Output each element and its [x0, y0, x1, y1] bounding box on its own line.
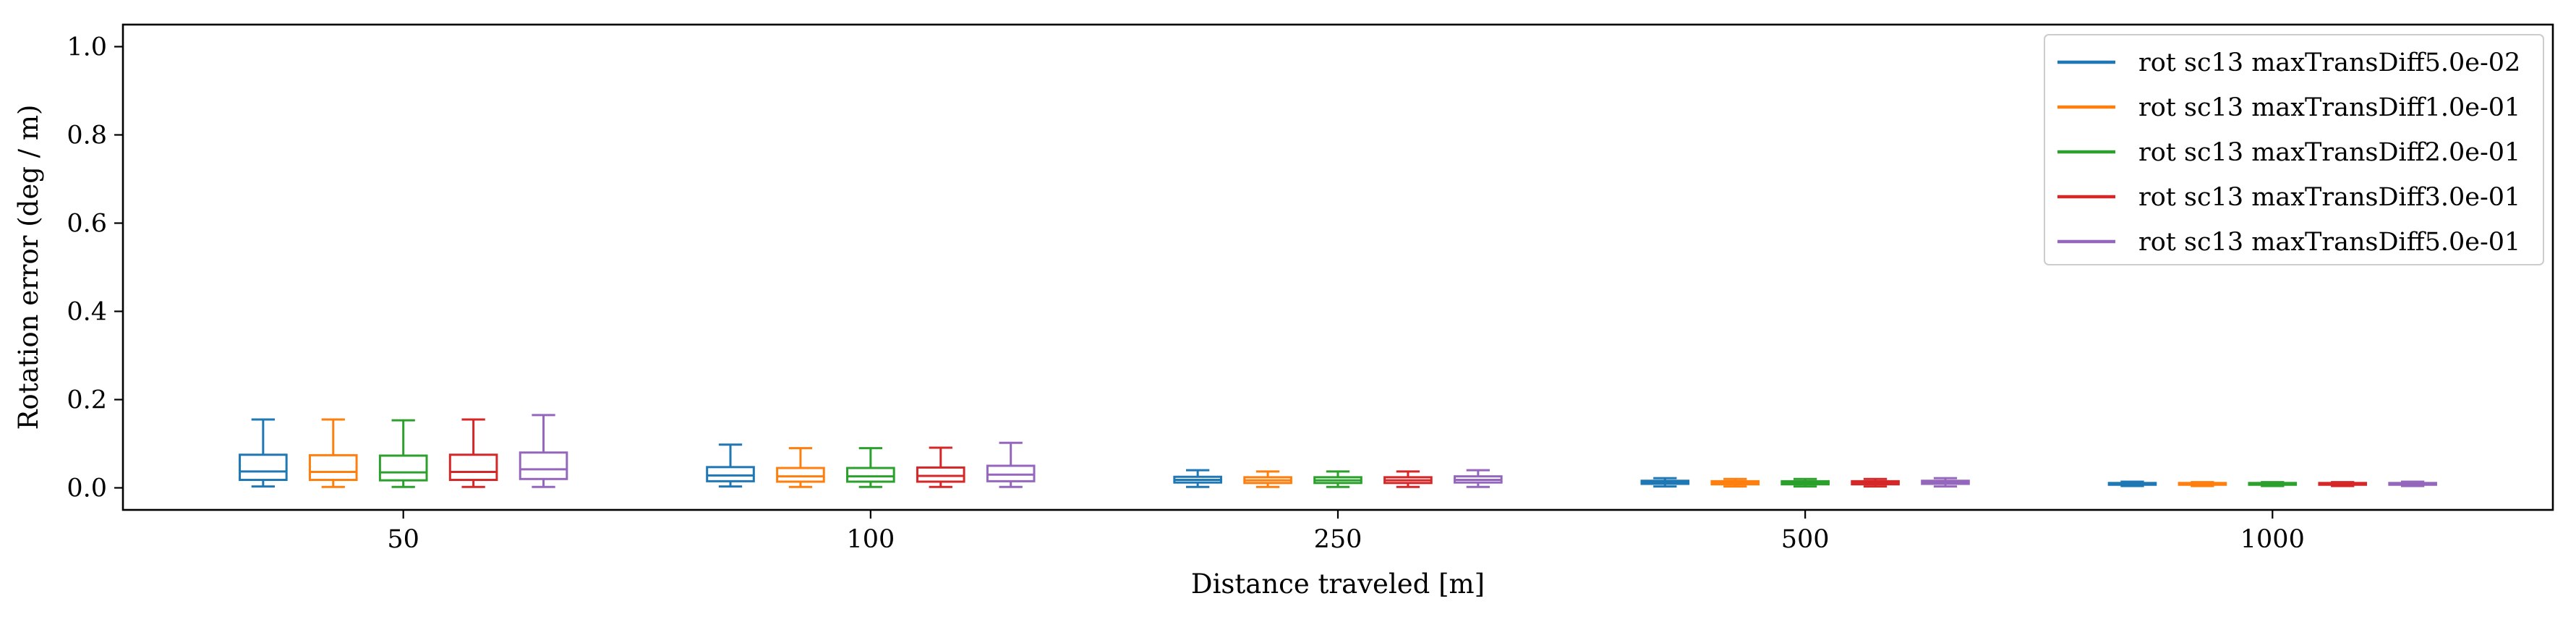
x-axis-label: Distance traveled [m]: [1191, 568, 1485, 600]
y-tick-label: 0.2: [67, 386, 107, 415]
y-tick-label: 0.0: [67, 474, 107, 503]
box-1-100: [706, 443, 755, 488]
x-tick-label: 100: [846, 525, 895, 554]
box-4-100: [916, 446, 965, 488]
box-4-1000: [2318, 481, 2368, 487]
box-2-50: [308, 418, 358, 488]
legend-label: rot sc13 maxTransDiff1.0e-01: [2138, 93, 2520, 122]
box-5-1000: [2388, 480, 2437, 487]
legend-item: rot sc13 maxTransDiff5.0e-01: [2057, 228, 2520, 257]
x-axis: 50 100 250 500 1000: [387, 510, 2305, 554]
box-1-500: [1640, 477, 1690, 488]
legend-item: rot sc13 maxTransDiff3.0e-01: [2057, 183, 2520, 212]
box-1-250: [1173, 469, 1222, 488]
y-axis: 0.0 0.2 0.4 0.6 0.8 1.0: [67, 33, 123, 503]
box-2-100: [776, 447, 825, 488]
box-3-250: [1313, 470, 1362, 488]
x-tick-label: 250: [1314, 525, 1362, 554]
box-body: [706, 466, 755, 482]
box-3-50: [378, 419, 428, 488]
box-body: [378, 454, 428, 482]
legend-item: rot sc13 maxTransDiff5.0e-02: [2057, 48, 2520, 77]
legend: rot sc13 maxTransDiff5.0e-02 rot sc13 max…: [2044, 34, 2544, 265]
box-1-1000: [2107, 480, 2157, 487]
box-5-500: [1921, 477, 1970, 488]
box-2-500: [1710, 477, 1760, 488]
box-5-50: [519, 414, 568, 488]
x-tick-label: 500: [1781, 525, 1830, 554]
box-3-1000: [2248, 481, 2298, 487]
y-tick-label: 1.0: [67, 33, 107, 62]
box-body: [776, 466, 825, 483]
y-tick-label: 0.6: [67, 210, 107, 239]
legend-label: rot sc13 maxTransDiff5.0e-02: [2138, 48, 2520, 77]
boxes-layer: [239, 414, 2437, 488]
box-4-500: [1851, 477, 1900, 488]
box-1-50: [239, 418, 288, 488]
y-tick-label: 0.8: [67, 122, 107, 150]
box-body: [916, 466, 965, 483]
box-body: [308, 453, 358, 482]
box-3-500: [1780, 477, 1830, 488]
box-body: [846, 466, 895, 483]
y-axis-label: Rotation error (deg / m): [13, 105, 44, 430]
legend-label: rot sc13 maxTransDiff5.0e-01: [2138, 228, 2520, 257]
box-3-100: [846, 447, 895, 488]
legend-label: rot sc13 maxTransDiff2.0e-01: [2138, 138, 2520, 167]
x-tick-label: 50: [387, 525, 419, 554]
y-tick-label: 0.4: [67, 298, 107, 327]
box-body: [239, 453, 288, 482]
box-2-250: [1243, 470, 1292, 488]
box-4-250: [1383, 470, 1433, 488]
box-body: [986, 464, 1036, 482]
box-5-250: [1454, 469, 1503, 488]
box-body: [448, 453, 498, 482]
legend-item: rot sc13 maxTransDiff1.0e-01: [2057, 93, 2520, 122]
legend-label: rot sc13 maxTransDiff3.0e-01: [2138, 183, 2520, 212]
x-tick-label: 1000: [2240, 525, 2305, 554]
legend-frame: [2044, 34, 2544, 265]
box-4-50: [448, 418, 498, 488]
box-5-100: [986, 441, 1036, 488]
box-2-1000: [2178, 481, 2227, 487]
plot-frame: [121, 23, 2554, 511]
box-body: [519, 451, 568, 480]
legend-item: rot sc13 maxTransDiff2.0e-01: [2057, 138, 2520, 167]
